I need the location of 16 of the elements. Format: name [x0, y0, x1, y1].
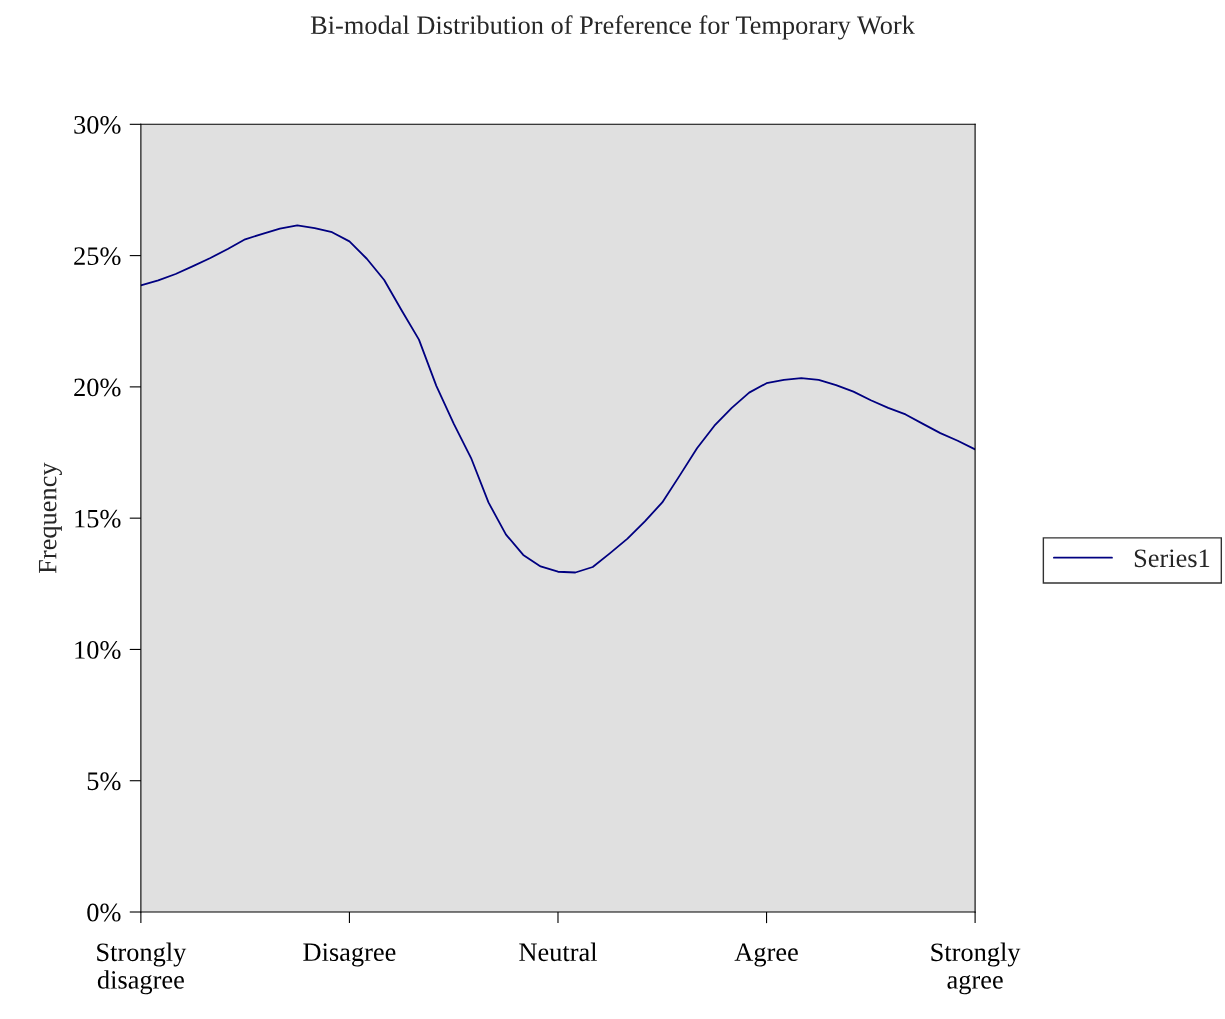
chart-title: Bi-modal Distribution of Preference for Temporary Work: [310, 15, 915, 40]
y-tick-label: 30%: [74, 115, 121, 134]
y-axis-title: Frequency: [38, 462, 62, 574]
y-tick-label: 5%: [87, 772, 121, 791]
x-tick-label: Agree: [734, 943, 798, 967]
y-tick-label: 15%: [75, 509, 121, 528]
y-tick-label: 10%: [75, 641, 121, 659]
y-tick-label: 0%: [87, 903, 121, 922]
line-series: [140, 224, 976, 574]
x-tick-label: Strongly disagree: [97, 942, 187, 995]
legend-label: Series1: [1134, 549, 1210, 568]
x-tick-label: Disagree: [303, 943, 396, 967]
y-tick-label: 25%: [74, 247, 121, 266]
x-tick-label: Strongly agree: [931, 942, 1021, 995]
x-tick-label: Neutral: [519, 942, 598, 962]
y-tick-label: 20%: [74, 378, 121, 397]
